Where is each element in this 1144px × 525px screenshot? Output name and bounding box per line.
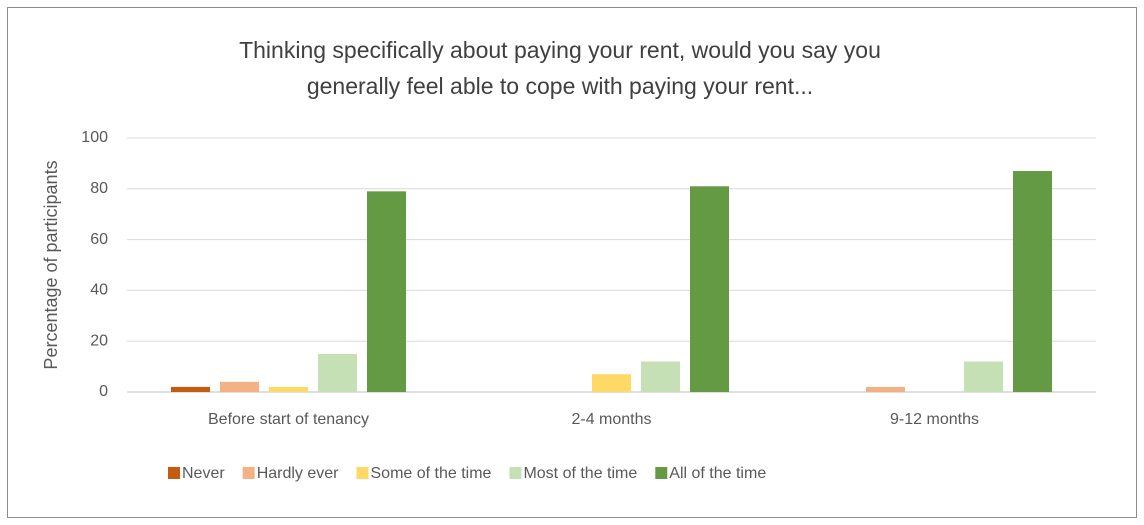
legend-label: Hardly ever xyxy=(257,465,339,482)
legend-label: Most of the time xyxy=(523,465,637,482)
x-tick-label: 2-4 months xyxy=(571,411,651,428)
y-tick-label: 60 xyxy=(90,231,108,248)
y-tick-label: 40 xyxy=(90,282,108,299)
bar xyxy=(592,374,631,392)
bar xyxy=(367,191,406,392)
legend-swatch xyxy=(509,467,522,479)
x-tick-label: 9-12 months xyxy=(890,411,979,428)
y-axis-label: Percentage of participants xyxy=(41,160,61,369)
legend-label: Never xyxy=(182,465,225,482)
bar xyxy=(318,353,357,392)
legend-swatch xyxy=(242,467,255,479)
legend-label: All of the time xyxy=(669,465,766,482)
legend-swatch xyxy=(655,467,668,479)
legend-label: Some of the time xyxy=(371,465,492,482)
y-tick-label: 0 xyxy=(99,383,108,400)
bar xyxy=(220,381,259,392)
bar xyxy=(269,386,308,392)
y-tick-label: 20 xyxy=(90,332,108,349)
bar xyxy=(690,186,729,392)
bar xyxy=(1013,171,1052,392)
chart-title: Thinking specifically about paying your … xyxy=(239,37,881,99)
chart-border xyxy=(7,7,1137,518)
bar xyxy=(866,386,905,392)
y-tick-label: 100 xyxy=(81,129,108,146)
x-tick-label: Before start of tenancy xyxy=(208,411,369,428)
legend-swatch xyxy=(356,467,369,479)
bar xyxy=(171,386,210,392)
y-tick-label: 80 xyxy=(90,180,108,197)
bar xyxy=(964,361,1003,392)
bar xyxy=(641,361,680,392)
legend-swatch xyxy=(168,467,180,479)
